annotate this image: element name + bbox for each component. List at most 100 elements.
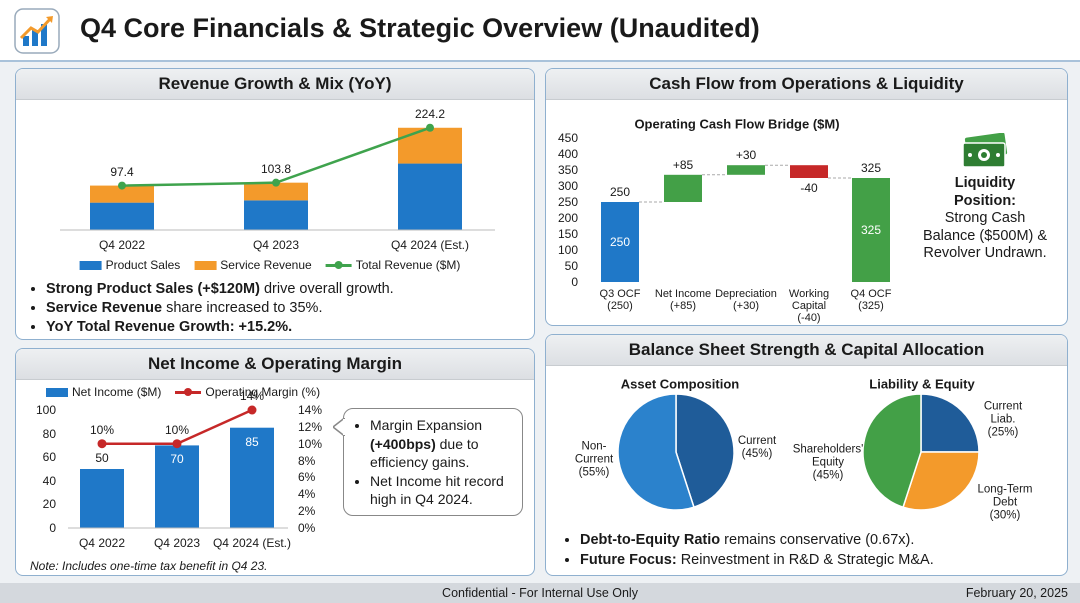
y-tick-label: 20: [42, 497, 56, 512]
y2-tick-label: 8%: [298, 453, 316, 468]
footer-bar: [0, 583, 1080, 603]
legend-item: Total Revenue ($M): [325, 258, 460, 272]
y-tick-label: 150: [557, 227, 578, 241]
slice-value: (55%): [578, 466, 610, 479]
data-label: 14%: [239, 389, 265, 403]
cash-icon: [962, 133, 1008, 168]
slice-name: Long-Term Debt: [977, 483, 1033, 509]
x-tick-label: Net Income (+85): [654, 288, 712, 312]
bar-label: 50: [95, 451, 109, 465]
note: Note: Includes one-time tax benefit in Q…: [30, 559, 268, 573]
line-point: [247, 405, 257, 415]
bullet-text: Future Focus:: [580, 552, 677, 568]
bar: [155, 445, 199, 528]
legend-swatch: [325, 260, 352, 269]
y2-tick-label: 10%: [298, 436, 323, 451]
panel-title: Revenue Growth & Mix (YoY): [16, 69, 534, 100]
legend-dot: [184, 387, 193, 396]
bar-segment: [244, 182, 308, 201]
bullet-text: Reinvestment in R&D & Strategic M&A.: [676, 552, 934, 568]
legend-dot: [334, 260, 343, 269]
line-point: [272, 178, 280, 187]
bullet-text: drive overall growth.: [259, 281, 394, 297]
legend-swatch: [46, 387, 68, 397]
slice-name: Shareholders' Equity: [792, 443, 864, 469]
legend-item: Net Income ($M): [46, 385, 161, 399]
slice-value: (30%): [989, 509, 1021, 522]
slice-name: Non-Current: [574, 440, 614, 466]
data-label: 325: [860, 161, 882, 175]
y2-tick-label: 2%: [298, 504, 316, 519]
bar: [230, 427, 274, 528]
y2-tick-label: 0%: [298, 521, 316, 535]
data-label: 10%: [164, 422, 190, 437]
waterfall-bar: [664, 174, 702, 202]
panel-title: Balance Sheet Strength & Capital Allocat…: [546, 335, 1067, 366]
x-tick-label: Q4 OCF (325): [850, 288, 892, 312]
data-label: 250: [609, 185, 631, 199]
slice-value: (45%): [812, 469, 844, 482]
pie-slice: [862, 393, 922, 509]
y-tick-label: 450: [557, 131, 578, 145]
line-point: [172, 439, 182, 449]
callout-pointer: [333, 418, 345, 436]
waterfall-bar: [852, 178, 890, 282]
bullet: Margin Expansion (+400bps) due to effici…: [370, 416, 530, 472]
y2-tick-label: 14%: [298, 403, 323, 417]
header-bar: [0, 0, 1080, 62]
y-tick-label: 80: [42, 426, 56, 441]
pie-label: Current Liab. (25%): [978, 401, 1028, 440]
y2-tick-label: 12%: [298, 419, 323, 434]
data-label: +85: [672, 157, 694, 172]
bullet: Net Income hit record high in Q4 2024.: [370, 472, 530, 509]
bullet-text: Service Revenue: [46, 300, 163, 316]
x-tick-label: Working Capital (-40): [788, 288, 830, 324]
waterfall-bar: [790, 165, 828, 178]
bar-segment: [244, 200, 308, 230]
waterfall-bar: [727, 165, 765, 175]
bar-segment: [90, 185, 154, 203]
liquidity-text: Strong Cash Balance ($500M) & Revolver U…: [922, 210, 1048, 261]
slice-name: Current: [737, 435, 777, 447]
y-tick-label: 50: [564, 259, 578, 273]
legend-item: Service Revenue: [194, 258, 312, 272]
total-line: [121, 126, 431, 187]
y-tick-label: 400: [557, 147, 578, 161]
callout-box: [343, 408, 523, 516]
y-tick-label: 100: [35, 403, 56, 417]
pie-label: Long-Term Debt (30%): [968, 484, 1043, 523]
pie-slice: [920, 393, 980, 453]
data-label: 103.8: [260, 161, 292, 176]
y-tick-label: 200: [557, 211, 578, 225]
pie-label: Non-Current (55%): [568, 441, 620, 480]
bar-segment: [398, 163, 462, 230]
line-point: [426, 123, 434, 132]
x-tick-label: Q4 2024 (Est.): [390, 238, 470, 252]
line-point: [97, 439, 107, 449]
data-label: 10%: [89, 422, 115, 437]
y-tick-label: 60: [42, 450, 56, 465]
footer-left: Confidential - For Internal Use Only: [442, 586, 638, 600]
legend: Product Sales Service Revenue Total Revenu…: [79, 258, 460, 272]
legend-swatch: [175, 387, 202, 396]
liquidity-heading: Liquidity Position:: [953, 175, 1017, 209]
legend-swatch: [194, 260, 217, 270]
y2-tick-label: 4%: [298, 487, 316, 502]
data-label: -40: [800, 181, 818, 195]
bar-segment: [90, 202, 154, 230]
legend-label: Product Sales: [105, 258, 181, 272]
panel-title: Cash Flow from Operations & Liquidity: [546, 69, 1067, 100]
panel-title: Net Income & Operating Margin: [16, 349, 534, 380]
chart-title: Liability & Equity: [869, 376, 975, 392]
bullet-list: Strong Product Sales (+$120M) drive over…: [28, 280, 394, 337]
bullet-text: Margin Expansion: [370, 417, 483, 433]
x-tick-label: Q4 2023: [252, 238, 300, 252]
y-tick-label: 40: [42, 473, 56, 488]
slice-value: (25%): [987, 426, 1019, 439]
pie-label: Shareholders' Equity (45%): [778, 444, 878, 483]
inner-label: 250: [609, 235, 631, 249]
x-tick-label: Q4 2022: [98, 238, 146, 252]
bullet-text: share increased to 35%.: [162, 300, 323, 316]
